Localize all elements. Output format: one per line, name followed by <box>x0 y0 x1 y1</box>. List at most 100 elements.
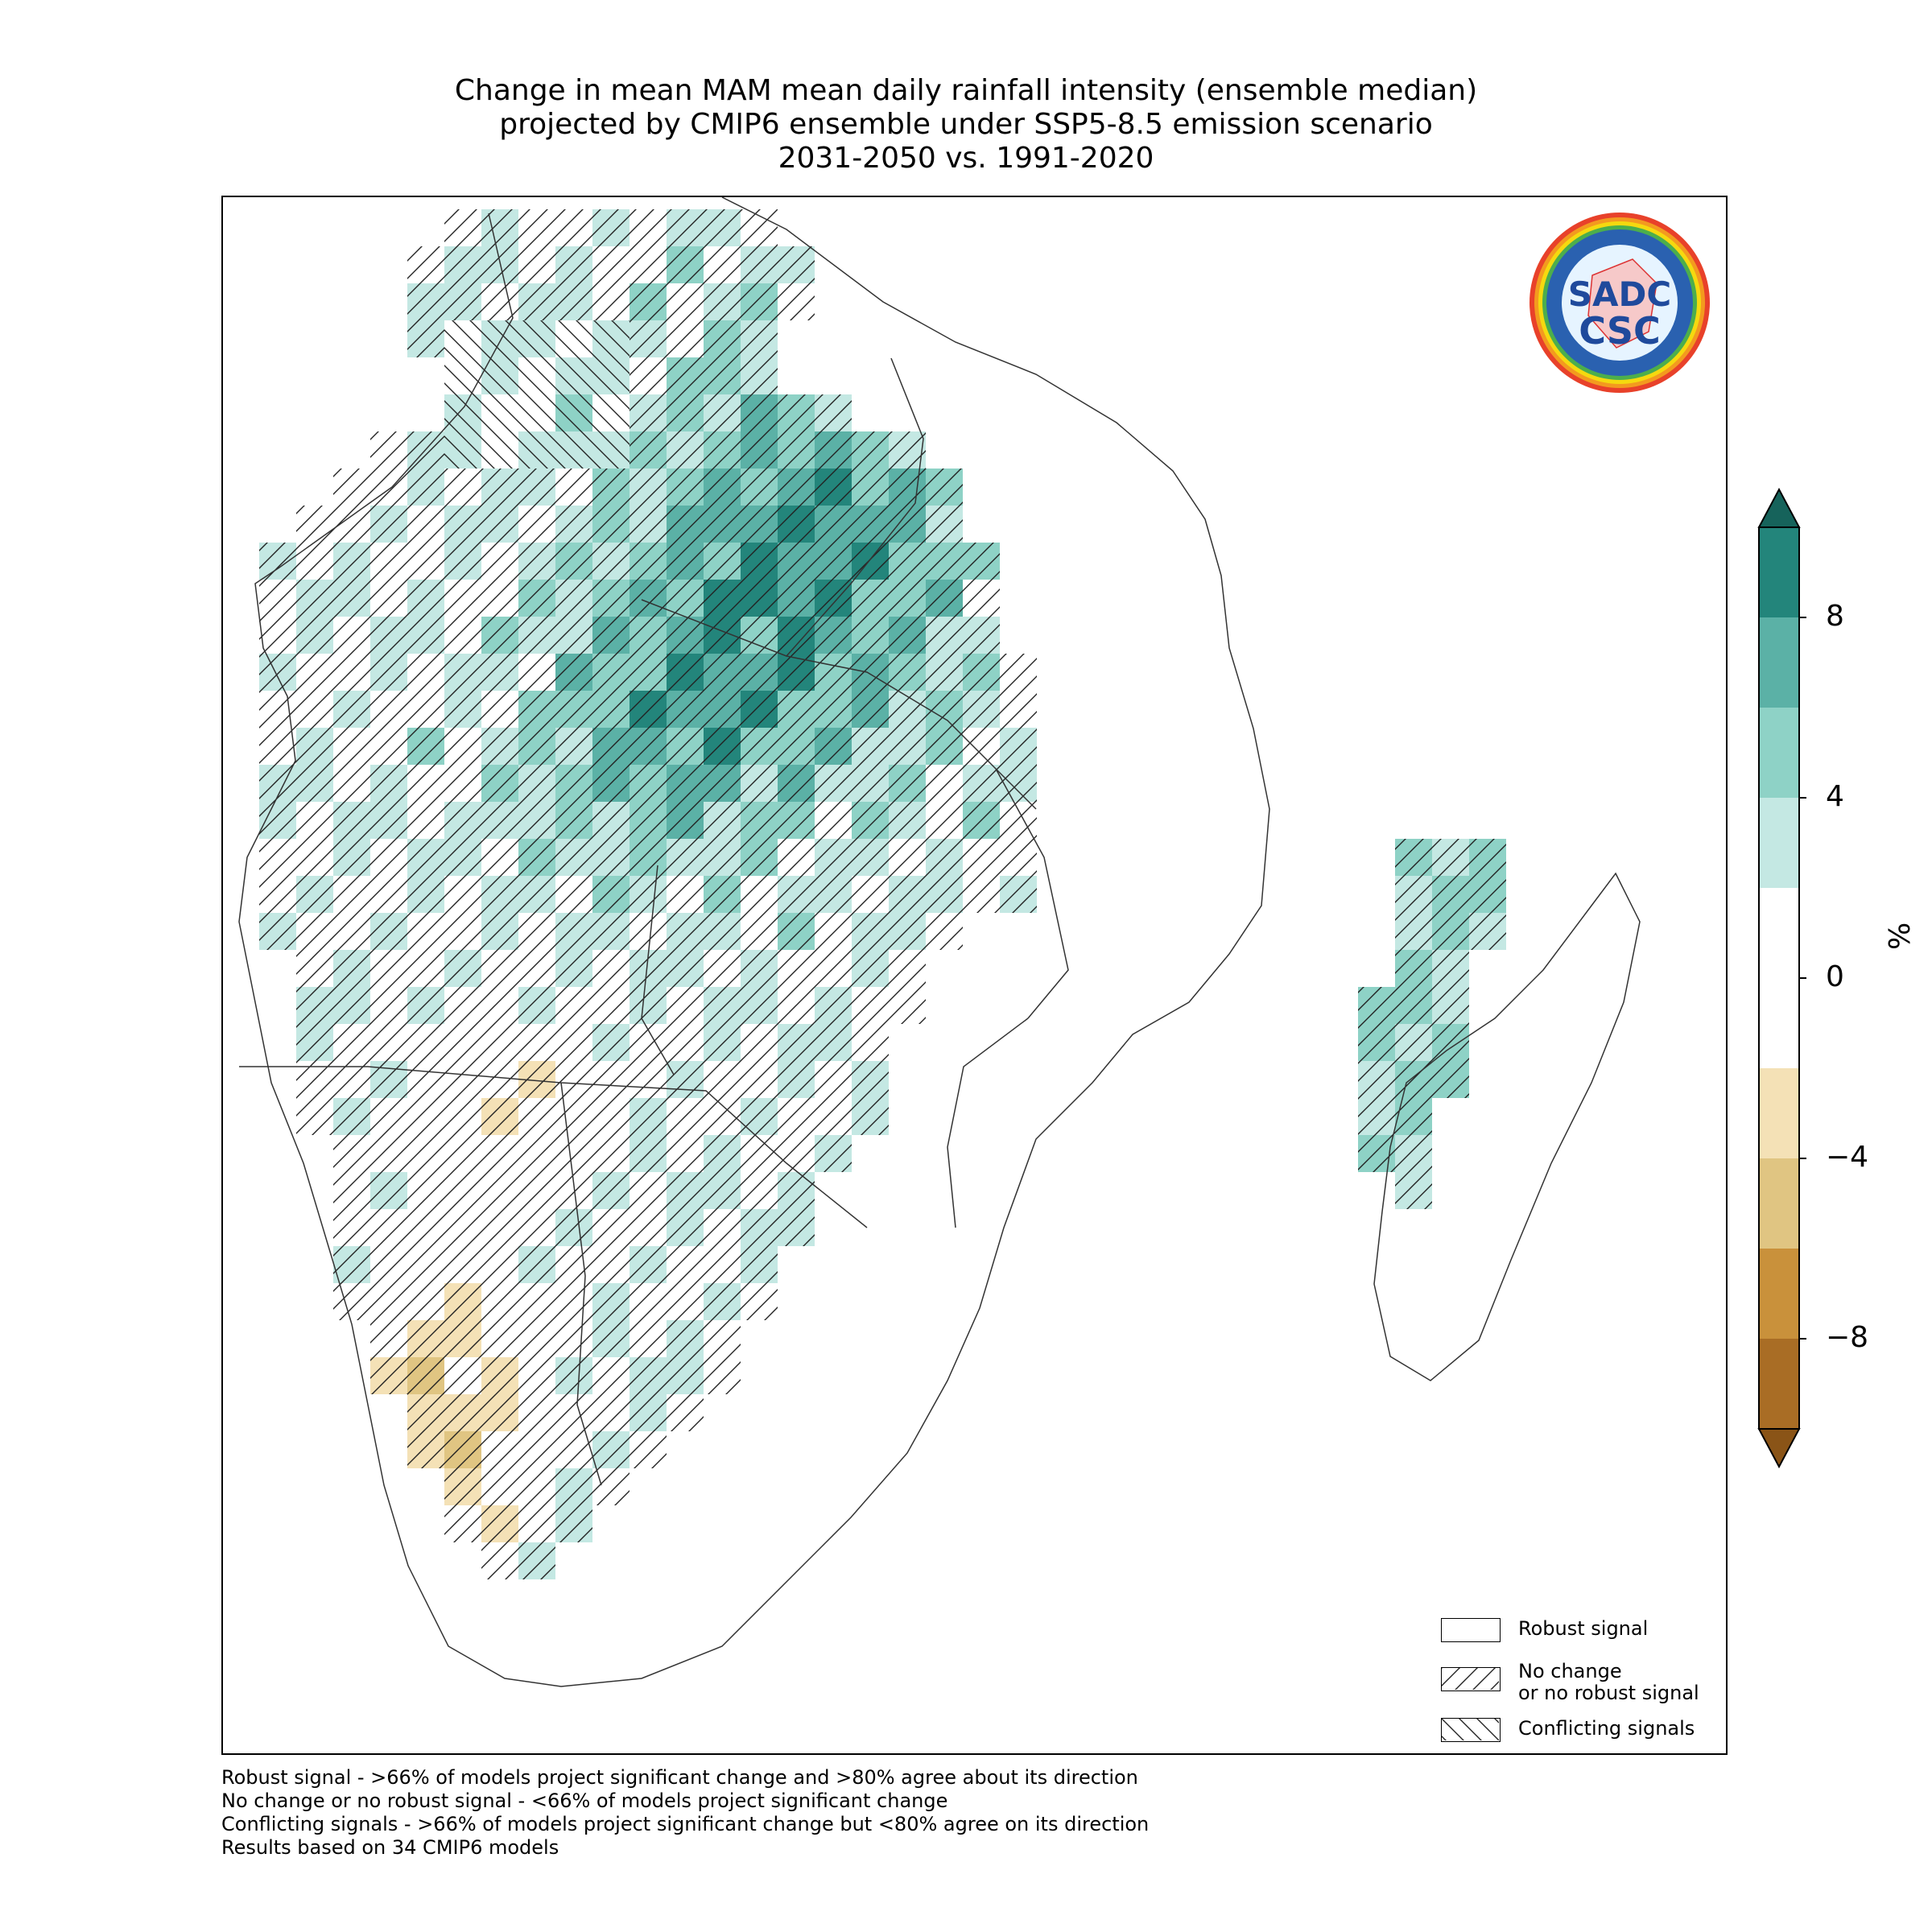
hatch-cell <box>518 1172 555 1209</box>
hatch-cell <box>296 839 333 876</box>
hatch-cell <box>555 728 592 765</box>
hatch-cell <box>778 506 815 543</box>
hatch-cell <box>555 1283 592 1320</box>
hatch-cell <box>667 209 704 246</box>
hatch-cell <box>407 987 444 1024</box>
colorbar-tick-label: 0 <box>1826 960 1844 993</box>
hatch-cell <box>370 950 407 987</box>
hatch-cell <box>667 728 704 765</box>
hatch-cell <box>592 691 630 728</box>
hatch-cell <box>667 617 704 654</box>
hatch-cell <box>963 654 1000 691</box>
hatch-cell <box>667 543 704 580</box>
hatch-cell <box>630 320 667 357</box>
hatch-cell <box>518 469 555 506</box>
hatch-cell <box>815 950 852 987</box>
footnote-models: Results based on 34 CMIP6 models <box>221 1836 559 1859</box>
hatch-cell <box>741 1061 778 1098</box>
hatch-cell <box>592 728 630 765</box>
hatch-cell <box>296 543 333 580</box>
hatch-cell <box>926 580 963 617</box>
hatch-cell <box>704 580 741 617</box>
hatch-cell <box>815 654 852 691</box>
hatch-cell <box>444 1024 481 1061</box>
colorbar-unit-label: % <box>1884 922 1917 950</box>
hatch-cell <box>630 617 667 654</box>
hatch-cell <box>852 506 889 543</box>
hatch-cell <box>555 1320 592 1357</box>
hatch-cell <box>592 1024 630 1061</box>
hatch-cell <box>518 654 555 691</box>
hatch-cell <box>963 839 1000 876</box>
hatch-cell <box>407 469 444 506</box>
hatch-cell <box>889 506 926 543</box>
hatch-cell <box>926 617 963 654</box>
hatch-cell <box>592 1061 630 1098</box>
hatch-cell <box>704 1172 741 1209</box>
hatch-cell <box>555 913 592 950</box>
hatch-cell <box>889 654 926 691</box>
hatch-cell <box>333 506 370 543</box>
footnote-conflicting: Conflicting signals - >66% of models pro… <box>221 1813 1150 1835</box>
hatch-cell <box>555 357 592 394</box>
hatch-cell <box>370 1283 407 1320</box>
title-line-3: 2031-2050 vs. 1991-2020 <box>778 142 1154 175</box>
hatch-cell <box>518 1320 555 1357</box>
hatch-cell <box>704 876 741 913</box>
hatch-cell <box>444 1394 481 1431</box>
hatch-cell <box>852 1024 889 1061</box>
hatch-cell <box>407 839 444 876</box>
hatch-cell <box>667 506 704 543</box>
hatch-cell <box>630 283 667 320</box>
hatch-cell <box>852 802 889 839</box>
chart-title: Change in mean MAM mean daily rainfall i… <box>0 74 1932 175</box>
madagascar-coastline <box>1373 872 1641 1381</box>
hatch-cell <box>407 283 444 320</box>
hatch-cell <box>815 1135 852 1172</box>
hatch-cell <box>778 431 815 469</box>
hatch-cell <box>815 987 852 1024</box>
legend-item-robust: Robust signal <box>1441 1618 1648 1642</box>
hatch-cell <box>518 1283 555 1320</box>
hatch-cell <box>815 394 852 431</box>
colorbar-tick-label: 8 <box>1826 600 1844 633</box>
hatch-cell <box>296 654 333 691</box>
hatch-cell <box>592 209 630 246</box>
hatch-cell <box>889 876 926 913</box>
hatch-cell <box>630 394 667 431</box>
hatch-cell <box>630 1061 667 1098</box>
hatch-cell <box>407 1283 444 1320</box>
hatch-cell <box>444 1135 481 1172</box>
hatch-cell <box>926 691 963 728</box>
hatch-cell <box>444 209 481 246</box>
hatch-cell <box>889 728 926 765</box>
hatch-cell <box>407 728 444 765</box>
hatch-cell <box>630 1394 667 1431</box>
hatch-cell <box>741 394 778 431</box>
hatch-cell <box>667 654 704 691</box>
hatch-cell <box>741 357 778 394</box>
hatch-cell <box>778 246 815 283</box>
hatch-cell <box>444 283 481 320</box>
hatch-cell <box>370 1320 407 1357</box>
hatch-cell <box>555 283 592 320</box>
hatch-cell <box>518 839 555 876</box>
hatch-cell <box>852 1098 889 1135</box>
hatch-cell <box>889 839 926 876</box>
hatch-cell <box>333 1246 370 1283</box>
hatch-cell <box>667 469 704 506</box>
hatch-cell <box>333 913 370 950</box>
hatch-cell <box>444 617 481 654</box>
hatch-cell <box>370 839 407 876</box>
hatch-cell <box>370 1246 407 1283</box>
colorbar-bin <box>1759 1339 1799 1429</box>
border-line <box>786 357 924 657</box>
legend-label-no-change-2: or no robust signal <box>1518 1682 1699 1704</box>
hatch-cell <box>370 876 407 913</box>
hatch-cell <box>889 469 926 506</box>
hatch-cell <box>704 1283 741 1320</box>
hatch-cell <box>481 1542 518 1579</box>
hatch-cell <box>592 469 630 506</box>
hatch-cell <box>555 506 592 543</box>
hatch-cell <box>778 1024 815 1061</box>
